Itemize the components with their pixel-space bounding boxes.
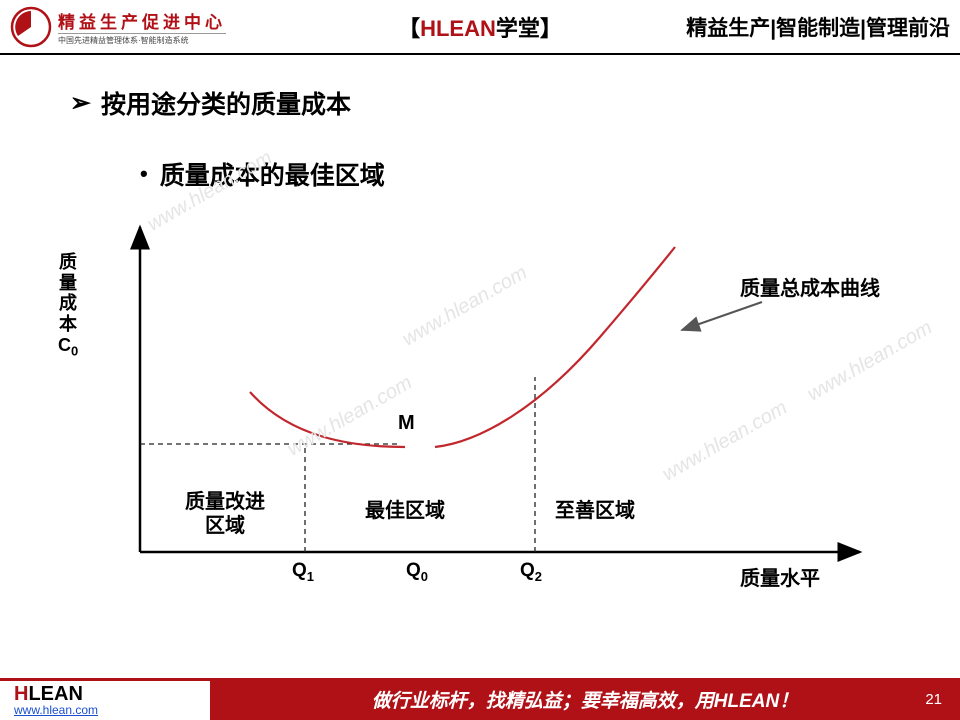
bullet-dot-icon: • <box>140 161 148 187</box>
x-tick-label: Q0 <box>406 560 428 584</box>
bullet-sub: • 质量成本的最佳区域 <box>140 156 900 192</box>
header-center: 【HLEAN学堂】 <box>398 11 562 43</box>
page-number: 21 <box>925 691 942 708</box>
m-label: M <box>398 412 415 435</box>
curve-label: 质量总成本曲线 <box>740 272 880 301</box>
footer-left: HLEAN www.hlean.com <box>0 678 210 720</box>
logo-subtitle: 中国先进精益管理体系·智能制造系统 <box>58 33 226 46</box>
chevron-right-icon: ➢ <box>70 88 91 118</box>
total-cost-curve <box>250 247 675 447</box>
footer-url[interactable]: www.hlean.com <box>14 704 210 717</box>
region-label: 最佳区域 <box>365 499 445 523</box>
logo-title: 精益生产促进中心 <box>58 8 226 33</box>
logo: 精益生产促进中心 中国先进精益管理体系·智能制造系统 <box>10 6 226 48</box>
bullet-sub-text: 质量成本的最佳区域 <box>160 156 385 192</box>
footer: HLEAN www.hlean.com 做行业标杆，找精弘益；要幸福高效，用HL… <box>0 678 960 720</box>
footer-brand: HLEAN <box>14 684 210 704</box>
footer-slogan: 做行业标杆，找精弘益；要幸福高效，用HLEAN！ <box>372 686 798 713</box>
footer-right: 做行业标杆，找精弘益；要幸福高效，用HLEAN！ 21 <box>210 678 960 720</box>
x-tick-label: Q1 <box>292 560 314 584</box>
y-axis-label: 质量成本C0 <box>58 252 78 359</box>
curve-label-arrow <box>682 302 762 330</box>
bullet-main: ➢ 按用途分类的质量成本 <box>70 85 900 121</box>
quality-cost-chart: 质量成本C0 M 质 <box>100 222 900 602</box>
header: 精益生产促进中心 中国先进精益管理体系·智能制造系统 【HLEAN学堂】 精益生… <box>0 0 960 55</box>
bullet-main-text: 按用途分类的质量成本 <box>101 85 351 121</box>
x-tick-label: Q2 <box>520 560 542 584</box>
region-label: 质量改进区域 <box>185 490 265 538</box>
header-tagline: 精益生产|智能制造|管理前沿 <box>686 12 950 42</box>
content: ➢ 按用途分类的质量成本 • 质量成本的最佳区域 质量成本C0 <box>0 55 960 602</box>
logo-icon <box>10 6 52 48</box>
x-axis-label: 质量水平 <box>740 562 820 591</box>
region-label: 至善区域 <box>555 499 635 523</box>
